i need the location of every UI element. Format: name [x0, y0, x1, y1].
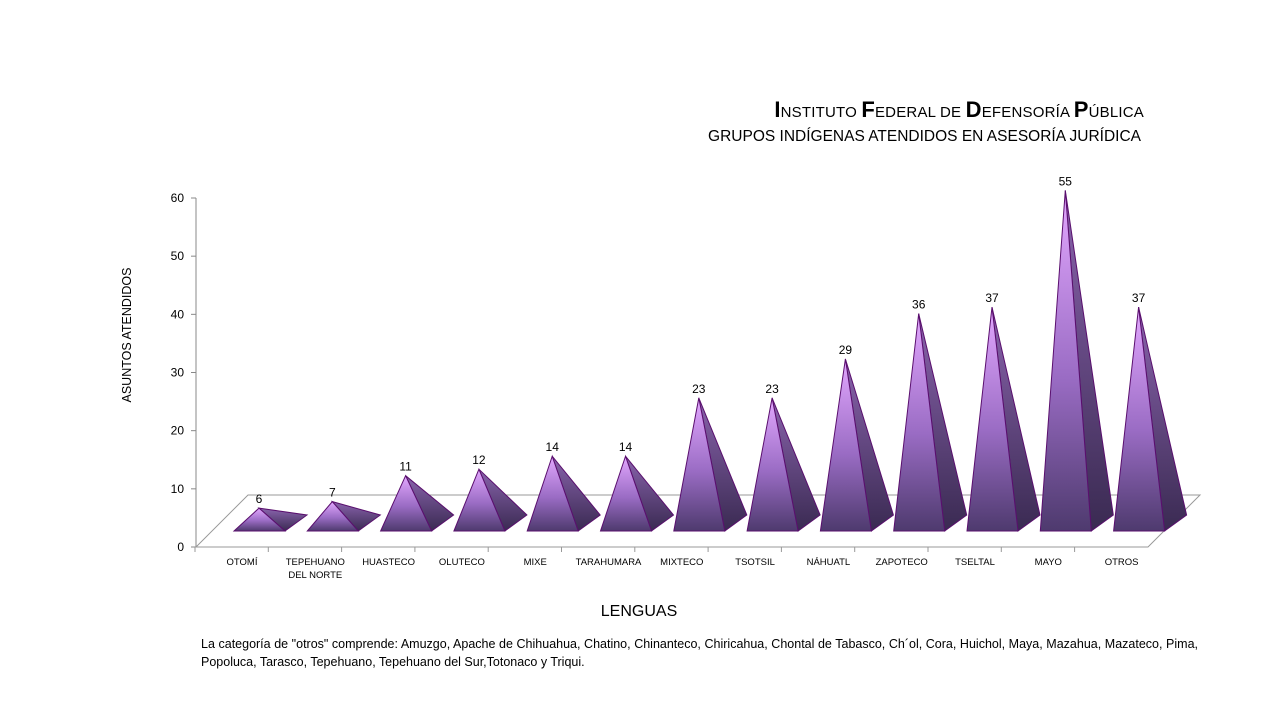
chart-title: Instituto Federal de Defensoría Pública [708, 98, 1144, 125]
pyramid-front-face [746, 397, 799, 532]
data-label: 14 [619, 440, 633, 454]
data-label: 55 [1059, 174, 1073, 188]
x-axis-label: LENGUAS [600, 603, 678, 620]
data-label: 6 [256, 492, 263, 506]
data-label: 12 [472, 453, 486, 467]
x-category-label: OLUTECO [439, 557, 485, 568]
chart-subtitle: GRUPOS INDÍGENAS ATENDIDOS EN ASESORÍA J… [708, 128, 1141, 145]
data-label: 7 [329, 486, 336, 500]
y-tick-label: 40 [171, 307, 185, 321]
data-label: 36 [912, 298, 926, 312]
x-category-label: TARAHUMARA [576, 557, 642, 568]
x-category-label: ZAPOTECO [876, 557, 928, 568]
x-category-label: MIXE [524, 557, 547, 568]
x-category-label: MAYO [1035, 557, 1062, 568]
pyramid-front-face [453, 467, 506, 532]
pyramid-front-face [893, 313, 946, 532]
data-label: 14 [546, 440, 560, 454]
y-tick-label: 0 [177, 540, 184, 554]
x-category-label: NÁHUATL [807, 557, 851, 568]
pyramid-front-face [232, 507, 287, 532]
title-initial: F [861, 97, 875, 122]
y-axis-label: ASUNTOS ATENDIDOS [120, 267, 134, 403]
x-category-label: TEPEHUANO [286, 557, 345, 568]
pyramid-front-face [1113, 307, 1166, 532]
title-initial: P [1073, 97, 1089, 122]
data-label: 11 [399, 460, 412, 474]
pyramid-front-face [966, 307, 1019, 532]
title-initial: D [965, 97, 982, 122]
pyramid-front-face [819, 358, 872, 532]
x-category-label: TSOTSIL [735, 557, 775, 568]
y-tick-label: 10 [171, 482, 185, 496]
title-word-rest: nstituto [780, 104, 862, 121]
y-tick-label: 60 [171, 191, 185, 205]
x-category-label: HUASTECO [362, 557, 415, 568]
data-label: 37 [1132, 291, 1146, 305]
data-label: 23 [765, 382, 779, 396]
x-category-label: OTROS [1105, 557, 1139, 568]
footnote-otros: La categoría de "otros" comprende: Amuzg… [201, 637, 1198, 669]
x-category-label: OTOMÍ [227, 557, 258, 568]
pyramid-front-face [673, 397, 726, 532]
title-word-rest: ública [1088, 104, 1144, 121]
pyramid-front-face [599, 454, 653, 532]
title-initial: I [774, 97, 781, 122]
pyramid-front-face [379, 474, 433, 532]
x-category-label: DEL NORTE [288, 570, 342, 581]
title-word-rest: efensoría [981, 104, 1074, 121]
x-category-label: TSELTAL [955, 557, 995, 568]
data-label: 37 [985, 291, 999, 305]
y-tick-label: 20 [171, 424, 185, 438]
y-tick-label: 30 [171, 366, 185, 380]
y-tick-label: 50 [171, 249, 185, 263]
chart-title-block: Instituto Federal de Defensoría Pública … [708, 98, 1144, 149]
x-category-label: MIXTECO [660, 557, 703, 568]
pyramid-front-face [306, 500, 360, 532]
pyramid-front-face [1039, 190, 1092, 532]
data-label: 23 [692, 382, 706, 396]
pyramid-front-face [526, 454, 579, 532]
data-label: 29 [839, 343, 853, 357]
title-word-rest: ederal de [874, 104, 966, 121]
